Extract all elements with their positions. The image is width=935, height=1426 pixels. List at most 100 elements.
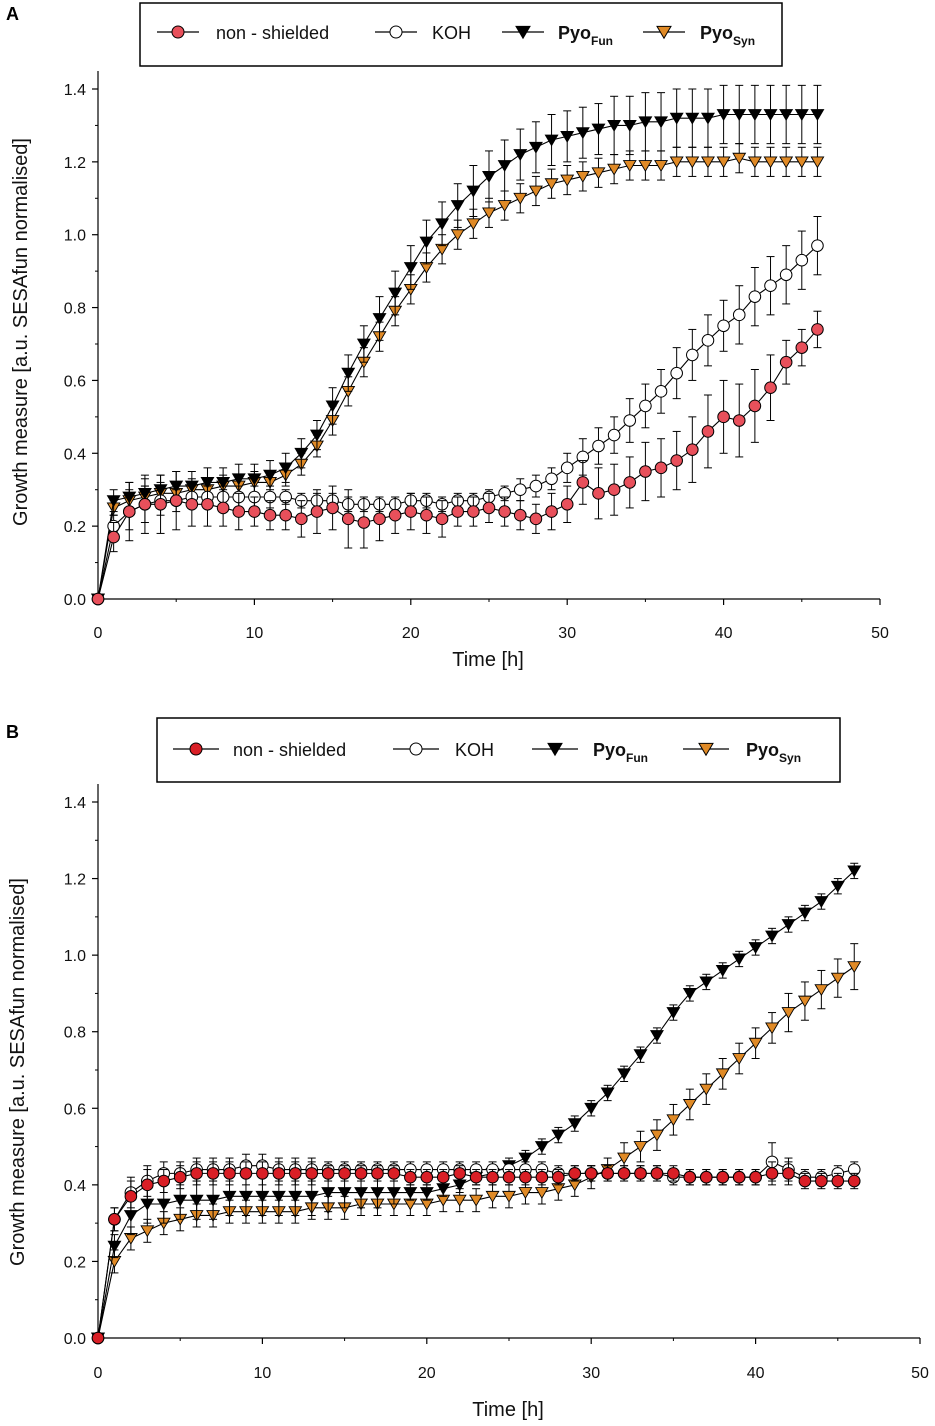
panel-b-point-pyo-fun bbox=[370, 1187, 385, 1199]
panel-b-point-non-shielded bbox=[436, 1170, 450, 1184]
panel-b-point-pyo-fun bbox=[600, 1087, 615, 1100]
panel-b-series bbox=[91, 862, 862, 1345]
panel-a-point-pyo-syn bbox=[591, 167, 606, 180]
panel-a-point-non-shielded bbox=[545, 505, 558, 518]
panel-b-point-pyo-fun bbox=[551, 1129, 566, 1142]
panel-b-line-pyo-fun bbox=[97, 870, 855, 1339]
panel-b-point-pyo-fun bbox=[304, 1190, 319, 1203]
panel-b: B non - shielded KOH PyoFun PyoSyn 0 10 20… bbox=[6, 717, 929, 1421]
panel-a-point-non-shielded bbox=[560, 497, 574, 511]
panel-b-point-non-shielded bbox=[634, 1167, 647, 1180]
panel-a-point-pyo-syn bbox=[654, 160, 669, 172]
panel-b-point-pyo-fun bbox=[337, 1187, 352, 1199]
panel-b-point-non-shielded bbox=[831, 1174, 845, 1188]
panel-a-series bbox=[91, 84, 825, 606]
panel-a-point-pyo-fun bbox=[513, 149, 528, 162]
panel-b-point-non-shielded bbox=[535, 1170, 549, 1184]
panel-a-point-koh bbox=[513, 483, 527, 497]
panel-a-point-non-shielded bbox=[576, 476, 590, 489]
panel-a-line-koh bbox=[97, 245, 818, 600]
panel-b-point-pyo-fun bbox=[386, 1187, 401, 1199]
panel-a-x-axis-title: Time [h] bbox=[452, 649, 524, 671]
panel-b-point-non-shielded bbox=[387, 1167, 401, 1180]
panel-b-point-non-shielded bbox=[667, 1167, 680, 1180]
panel-b-y-tick-label: 1.4 bbox=[64, 795, 86, 812]
panel-a-point-koh bbox=[670, 366, 683, 380]
panel-b-point-pyo-syn bbox=[518, 1187, 533, 1199]
panel-a-legend-label-koh: KOH bbox=[432, 23, 471, 43]
panel-b-point-non-shielded bbox=[305, 1167, 319, 1180]
panel-a-point-pyo-fun bbox=[575, 127, 590, 140]
panel-b-y-tick-label: 0.4 bbox=[64, 1178, 86, 1195]
panel-a-point-koh bbox=[560, 461, 574, 475]
panel-b-point-non-shielded bbox=[190, 1167, 203, 1180]
panel-b-legend-label-pyo-syn: PyoSyn bbox=[746, 740, 801, 765]
panel-b-point-non-shielded bbox=[650, 1167, 664, 1180]
panel-b-point-non-shielded bbox=[124, 1190, 138, 1203]
panel-b-point-non-shielded bbox=[552, 1170, 565, 1184]
panel-a-x-tick-label: 0 bbox=[94, 625, 103, 642]
panel-a-point-non-shielded bbox=[467, 505, 480, 518]
panel-b-x-tick-label: 50 bbox=[911, 1365, 929, 1382]
panel-a-point-pyo-syn bbox=[716, 156, 731, 169]
panel-b-point-non-shielded bbox=[699, 1170, 713, 1184]
panel-a-point-non-shielded bbox=[404, 505, 418, 518]
panel-a-point-pyo-syn bbox=[560, 174, 575, 187]
panel-a-point-pyo-syn bbox=[466, 218, 481, 231]
panel-a-point-pyo-fun bbox=[403, 262, 418, 274]
panel-a-point-koh bbox=[686, 348, 699, 362]
panel-b-point-pyo-fun bbox=[567, 1118, 582, 1131]
panel-a-point-non-shielded bbox=[482, 501, 496, 515]
panel-b-legend-marker-non-shielded bbox=[189, 742, 203, 756]
panel-a-point-pyo-fun bbox=[685, 112, 700, 125]
panel-a-point-non-shielded bbox=[670, 454, 683, 467]
panel-a-point-non-shielded bbox=[498, 505, 511, 518]
panel-b-legend-label-koh: KOH bbox=[455, 740, 494, 760]
panel-a-series-koh bbox=[91, 216, 824, 606]
panel-a-point-pyo-syn bbox=[794, 156, 809, 169]
panel-a-point-pyo-syn bbox=[700, 156, 715, 169]
panel-b-point-pyo-fun bbox=[682, 988, 697, 1000]
panel-a-point-non-shielded bbox=[201, 497, 214, 511]
panel-a-point-non-shielded bbox=[263, 508, 277, 522]
panel-a-point-non-shielded bbox=[248, 505, 261, 518]
panel-a-point-pyo-syn bbox=[497, 200, 512, 213]
panel-b-point-pyo-fun bbox=[830, 880, 845, 893]
panel-b-point-pyo-fun bbox=[666, 1007, 681, 1020]
panel-b-point-pyo-syn bbox=[502, 1190, 516, 1203]
panel-a-point-pyo-syn bbox=[669, 156, 684, 169]
panel-a-point-non-shielded bbox=[764, 381, 777, 395]
panel-b-point-non-shielded bbox=[239, 1167, 253, 1180]
panel-a-point-pyo-syn bbox=[779, 156, 794, 169]
panel-a-point-pyo-syn bbox=[810, 156, 825, 169]
panel-b-point-non-shielded bbox=[486, 1170, 499, 1184]
panel-b-point-non-shielded bbox=[568, 1167, 582, 1180]
panel-b-point-pyo-syn bbox=[781, 1007, 796, 1020]
panel-b-y-tick-label: 0.8 bbox=[64, 1025, 86, 1042]
panel-b-point-pyo-fun bbox=[814, 896, 829, 909]
panel-b-point-non-shielded bbox=[847, 1174, 861, 1188]
panel-b-point-pyo-fun bbox=[699, 976, 714, 989]
panel-a-point-pyo-fun bbox=[716, 109, 731, 121]
panel-b-point-non-shielded bbox=[601, 1167, 614, 1180]
panel-a-point-koh bbox=[701, 334, 715, 347]
panel-b-point-non-shielded bbox=[732, 1170, 746, 1184]
panel-a-point-pyo-syn bbox=[622, 160, 637, 172]
panel-b-point-pyo-fun bbox=[255, 1190, 270, 1203]
panel-b-legend-marker-pyo-syn bbox=[698, 742, 714, 757]
panel-a-point-pyo-syn bbox=[450, 229, 465, 242]
panel-a-x-tick-label: 40 bbox=[715, 625, 733, 642]
panel-a-y-axis-title: Growth measure [a.u. SESAfun normalised] bbox=[10, 138, 32, 526]
panel-a-point-pyo-fun bbox=[106, 495, 121, 508]
panel-b-legend-marker-pyo-fun bbox=[547, 742, 563, 757]
panel-b-point-pyo-fun bbox=[584, 1102, 599, 1115]
panel-a-point-koh bbox=[607, 428, 621, 442]
panel-a-point-pyo-fun bbox=[747, 109, 762, 121]
panel-a-point-pyo-fun bbox=[560, 130, 575, 143]
panel-a-point-pyo-fun bbox=[356, 338, 371, 351]
panel-b-series-pyo-fun bbox=[91, 862, 862, 1345]
panel-b-point-non-shielded bbox=[617, 1167, 631, 1180]
panel-b-point-pyo-syn bbox=[666, 1114, 681, 1127]
panel-a-point-pyo-fun bbox=[388, 287, 403, 300]
panel-b-point-pyo-fun bbox=[354, 1187, 369, 1199]
